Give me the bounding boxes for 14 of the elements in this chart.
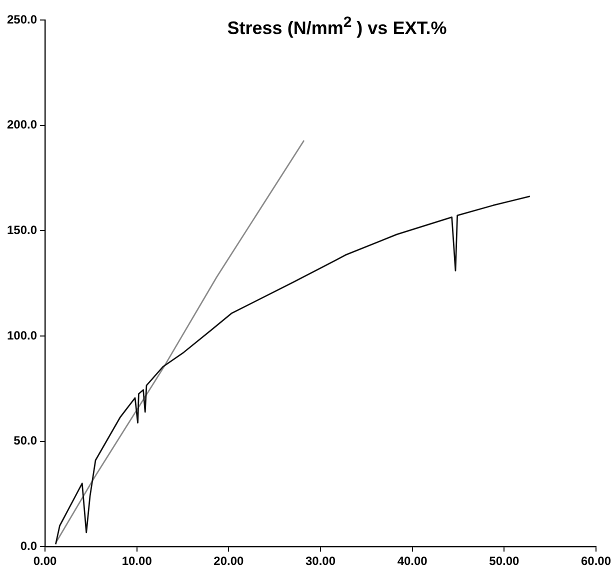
y-tick-label: 150.0 <box>7 222 38 237</box>
x-tick-label: 20.00 <box>214 554 244 568</box>
chart-title: Stress (N/mm$^{2}$ ) vs EXT.% <box>226 14 448 39</box>
x-tick-label: 60.00 <box>580 554 612 568</box>
x-tick-label: 30.00 <box>305 554 336 568</box>
y-tick-label: 100.0 <box>7 328 38 342</box>
x-tick-label: 40.00 <box>397 554 428 568</box>
y-tick-label: 0.0 <box>20 538 38 553</box>
x-tick-label: 0.00 <box>33 554 58 568</box>
y-tick-label: 200.0 <box>7 118 38 132</box>
x-tick-label: 50.00 <box>489 554 520 568</box>
y-tick-label: 50.0 <box>14 434 38 448</box>
y-tick-label: 250.0 <box>7 12 38 26</box>
x-tick-label: 10.00 <box>122 554 152 568</box>
